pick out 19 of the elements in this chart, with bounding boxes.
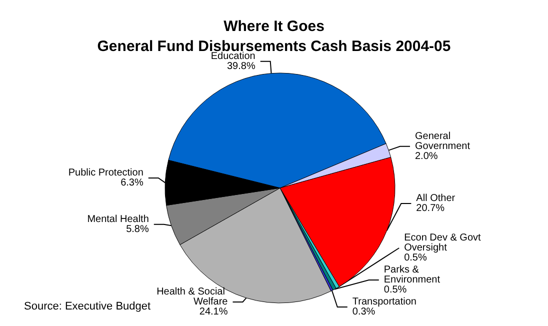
data-label: 6.3% (120, 177, 144, 188)
slice-label: Health & Social Welfare (156, 286, 228, 308)
source-note: Source: Executive Budget (24, 300, 151, 312)
data-label: 0.5% (384, 284, 407, 296)
slice-label: Econ Dev & Govt Oversight (404, 232, 484, 254)
slice-label: All Other (416, 193, 456, 204)
data-label: 24.1% (199, 306, 228, 318)
data-label: 20.7% (416, 203, 445, 214)
slice-label: General Government (414, 130, 470, 152)
data-label: 2.0% (414, 150, 438, 162)
slice-label: Transportation (352, 296, 416, 308)
slice-label: Parks & Environment (384, 264, 440, 286)
data-label: 39.8% (226, 60, 256, 72)
data-label: 0.5% (404, 252, 427, 264)
data-label: 0.3% (352, 306, 376, 318)
slice-label: Public Protection (68, 167, 144, 178)
data-label: 5.8% (126, 224, 149, 235)
slice-label: Mental Health (87, 214, 149, 225)
chart-title: Where It Goes (224, 18, 324, 35)
